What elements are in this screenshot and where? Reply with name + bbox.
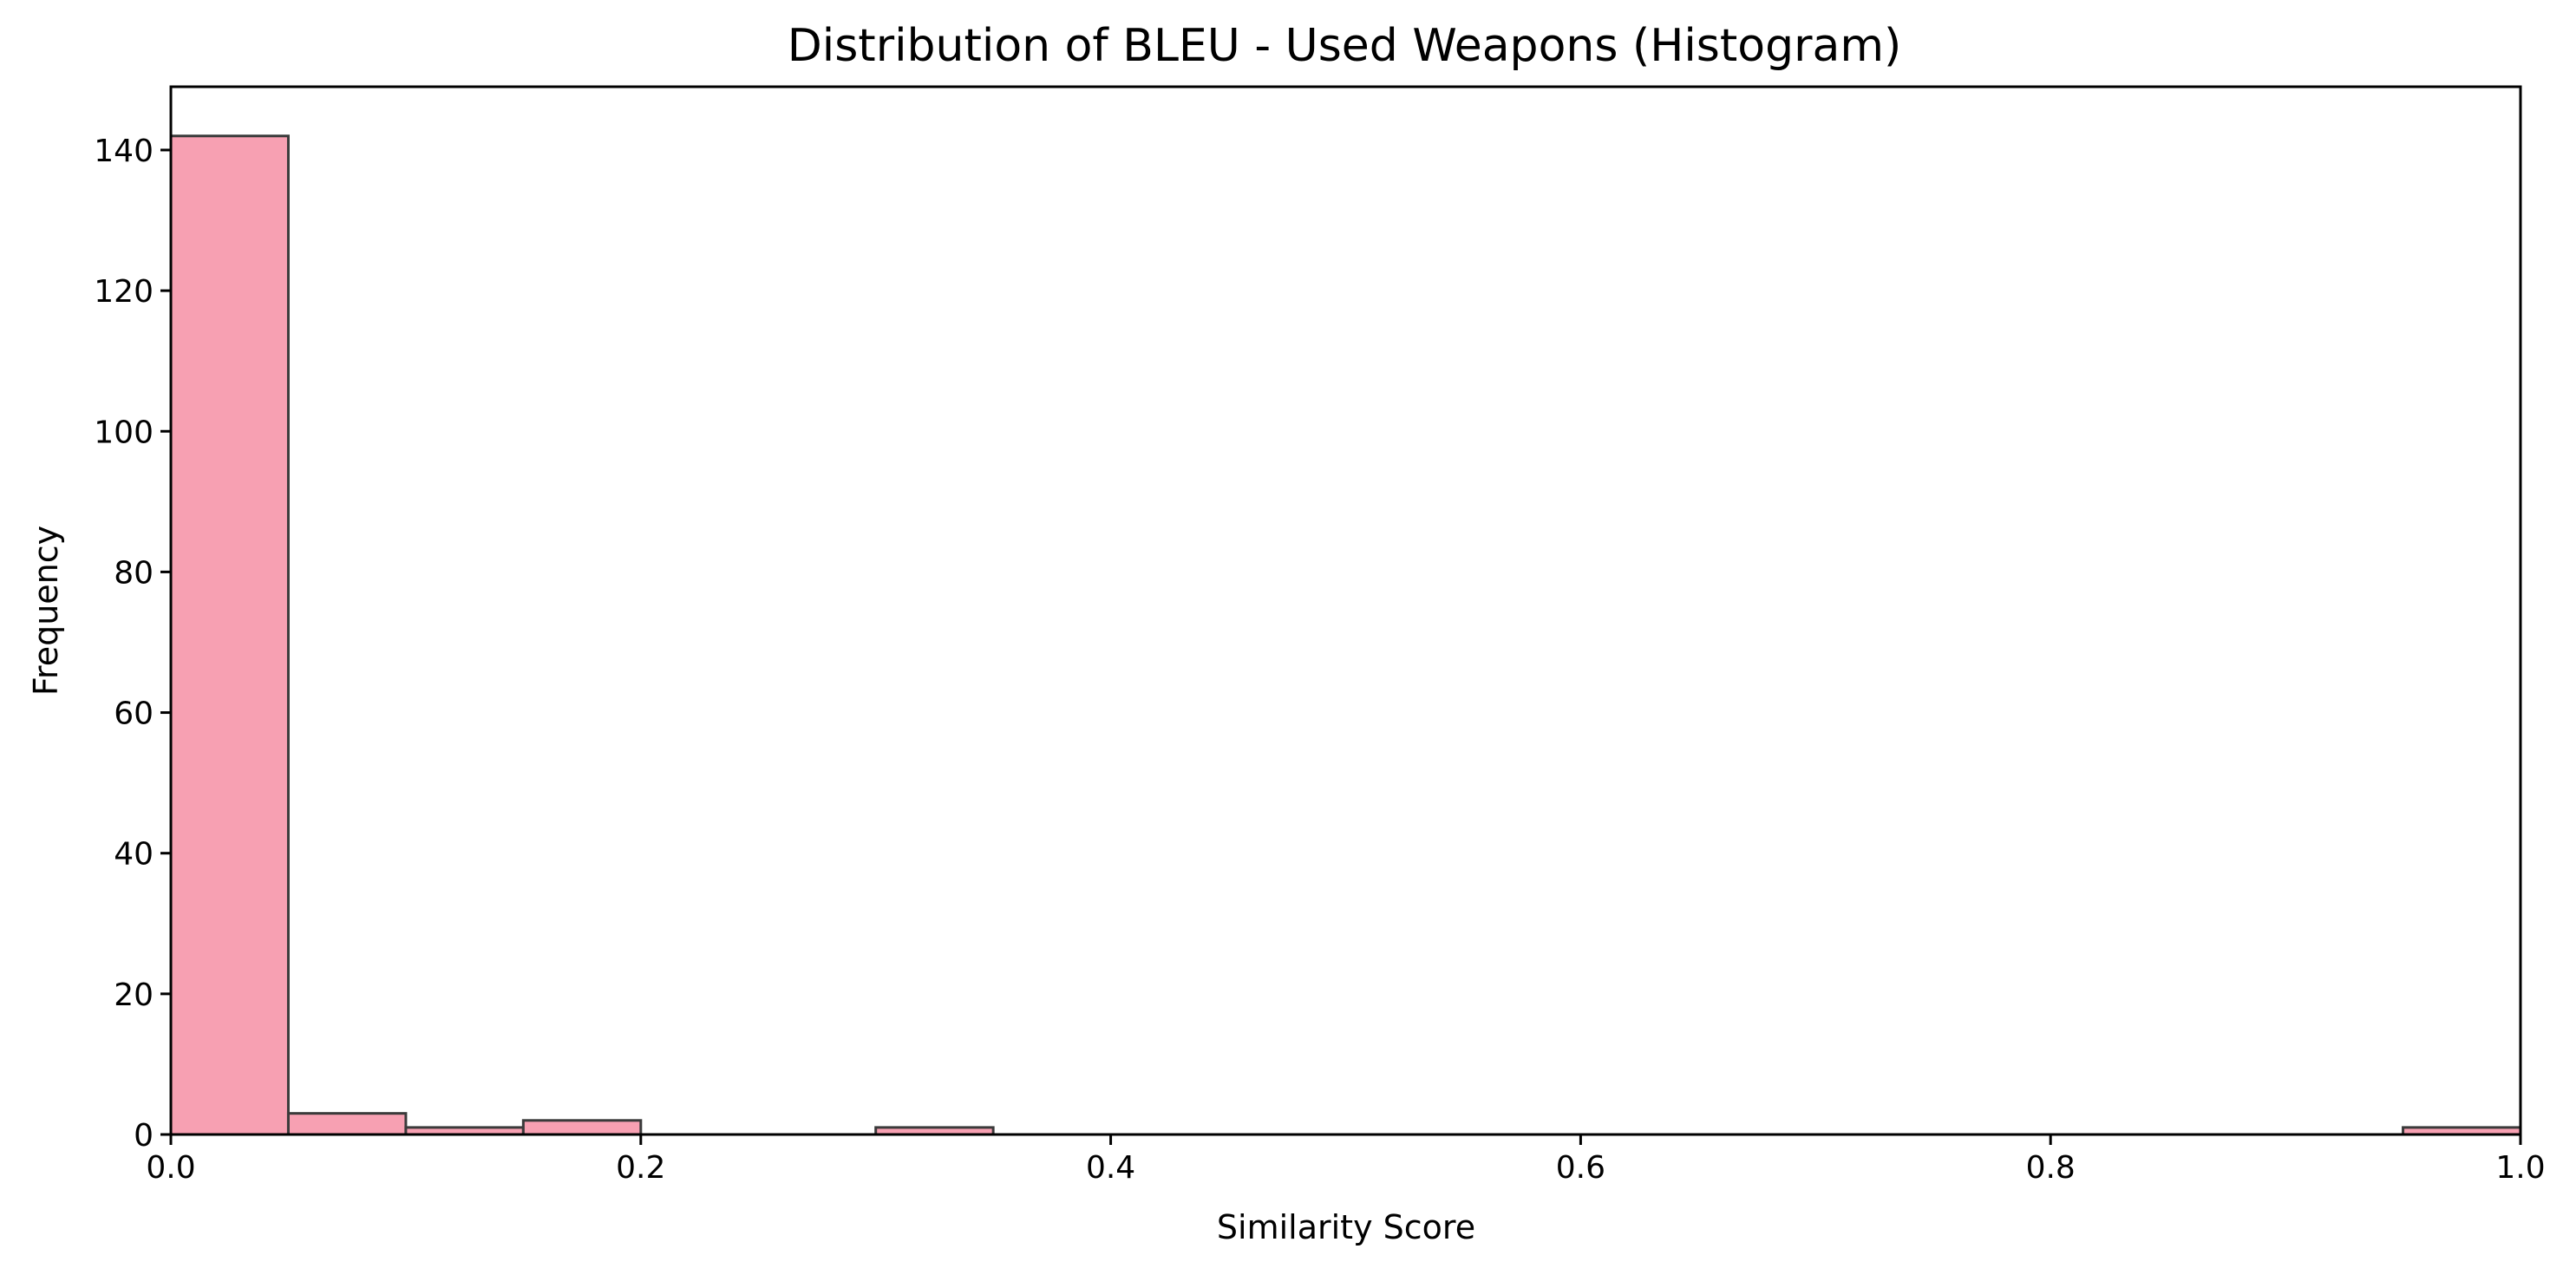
histogram-bar: [286, 1112, 408, 1136]
y-tick-label: 60: [114, 696, 154, 732]
x-axis-label: Similarity Score: [1217, 1208, 1475, 1246]
y-axis-label: Frequency: [27, 526, 65, 696]
y-axis-ticks: 0 20 40 60 80 100 120 140: [94, 134, 171, 1154]
bars-layer: [169, 134, 2522, 1136]
x-tick-label: 0.0: [146, 1150, 195, 1186]
chart-title: Distribution of BLEU - Used Weapons (His…: [788, 20, 1902, 72]
x-axis-ticks: 0.0 0.2 0.4 0.6 0.8 1.0: [146, 1134, 2546, 1186]
y-tick-label: 40: [114, 837, 154, 873]
y-tick-label: 140: [94, 134, 154, 169]
y-tick-label: 120: [94, 274, 154, 310]
y-tick-label: 0: [134, 1118, 154, 1154]
x-tick-label: 0.8: [2026, 1150, 2076, 1186]
x-tick-label: 0.2: [616, 1150, 665, 1186]
histogram-bar: [521, 1119, 643, 1136]
plot-frame: [169, 85, 2522, 1136]
y-tick-label: 80: [114, 555, 154, 591]
histogram-bar: [169, 134, 290, 1136]
x-tick-label: 0.4: [1086, 1150, 1135, 1186]
y-tick-label: 20: [114, 978, 154, 1013]
y-tick-label: 100: [94, 415, 154, 450]
x-tick-label: 1.0: [2495, 1150, 2545, 1186]
x-tick-label: 0.6: [1556, 1150, 1605, 1186]
